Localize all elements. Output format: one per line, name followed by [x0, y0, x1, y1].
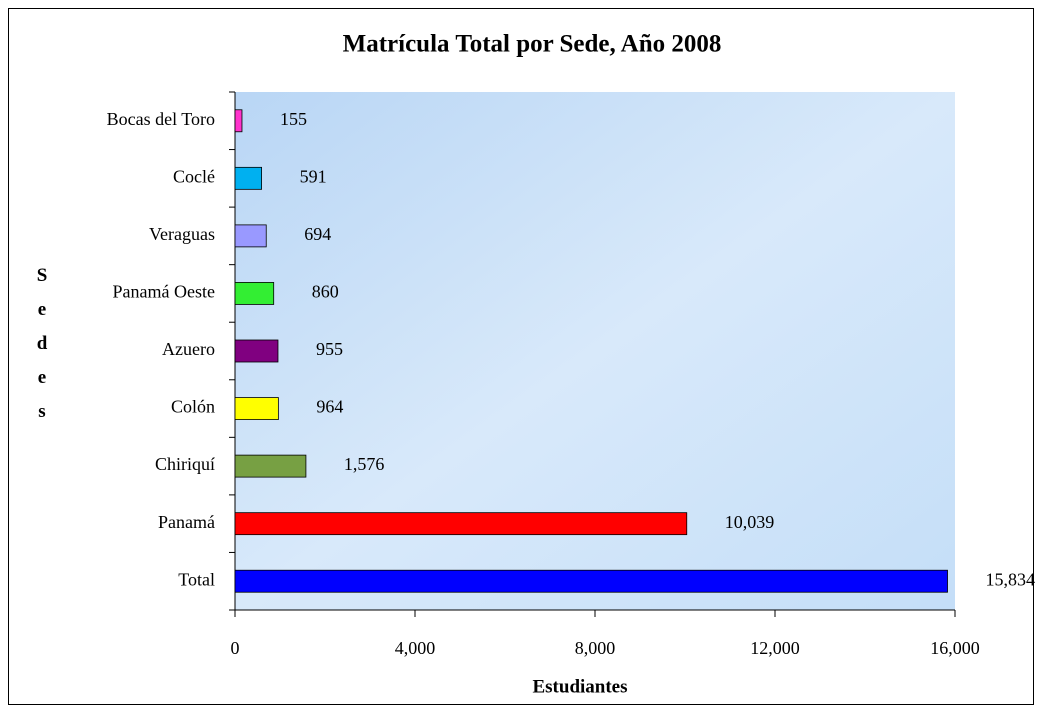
- chart-title: Matrícula Total por Sede, Año 2008: [343, 31, 722, 58]
- y-tick-label: Coclé: [173, 166, 215, 186]
- bar: [234, 166, 262, 190]
- x-tick-label: 4,000: [395, 638, 436, 658]
- bar: [234, 339, 279, 363]
- bar: [234, 224, 267, 248]
- bar: [234, 397, 279, 420]
- y-tick-label: Panamá Oeste: [113, 282, 215, 302]
- y-tick-label: Chiriquí: [155, 454, 215, 474]
- x-axis-title: Estudiantes: [532, 676, 627, 697]
- bar: [234, 512, 688, 536]
- x-tick-label: 8,000: [575, 638, 616, 658]
- value-label: 694: [304, 224, 331, 244]
- value-label: 10,039: [725, 512, 775, 532]
- bar: [234, 109, 243, 133]
- value-label: 955: [316, 339, 343, 359]
- y-tick-label: Colón: [171, 397, 215, 417]
- x-tick-label: 16,000: [930, 638, 980, 658]
- x-tick-label: 12,000: [750, 638, 800, 658]
- value-label: 591: [300, 166, 327, 186]
- value-label: 1,576: [344, 454, 385, 474]
- bar: [234, 569, 948, 593]
- bar: [234, 454, 307, 478]
- value-label: 964: [316, 397, 343, 417]
- value-label: 155: [280, 109, 307, 129]
- value-label: 15,834: [986, 569, 1036, 589]
- bar: [234, 282, 275, 305]
- value-label: 860: [312, 282, 339, 302]
- y-tick-label: Veraguas: [149, 224, 215, 244]
- y-tick-label: Total: [178, 569, 215, 589]
- y-tick-label: Azuero: [162, 339, 215, 359]
- y-tick-label: Bocas del Toro: [107, 109, 215, 129]
- x-tick-label: 0: [231, 638, 240, 658]
- y-tick-label: Panamá: [158, 512, 215, 532]
